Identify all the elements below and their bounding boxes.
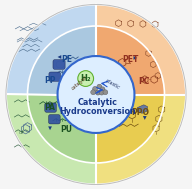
Text: H₂: H₂ — [80, 74, 91, 83]
Circle shape — [99, 90, 104, 95]
Text: PA: PA — [45, 103, 55, 112]
Polygon shape — [143, 116, 147, 120]
Text: PPO: PPO — [131, 108, 149, 117]
Wedge shape — [6, 94, 96, 184]
Text: catalyst: catalyst — [70, 75, 88, 91]
Text: Catalytic: Catalytic — [78, 98, 118, 107]
Circle shape — [95, 90, 100, 95]
Wedge shape — [27, 94, 96, 163]
Polygon shape — [137, 105, 148, 113]
Wedge shape — [27, 26, 96, 94]
Circle shape — [103, 90, 108, 95]
Text: PP: PP — [44, 76, 56, 85]
Text: PET: PET — [122, 55, 139, 64]
Circle shape — [58, 56, 134, 133]
Circle shape — [100, 87, 105, 92]
Wedge shape — [96, 26, 165, 94]
Polygon shape — [133, 56, 137, 60]
Circle shape — [91, 90, 96, 95]
Polygon shape — [58, 55, 61, 59]
Wedge shape — [96, 94, 186, 184]
Wedge shape — [6, 5, 96, 94]
Wedge shape — [96, 5, 186, 94]
Text: plastic: plastic — [104, 78, 120, 90]
Circle shape — [93, 86, 98, 91]
FancyBboxPatch shape — [49, 115, 60, 124]
Text: PE: PE — [61, 55, 72, 64]
Text: PC: PC — [138, 77, 150, 86]
Ellipse shape — [56, 61, 65, 68]
FancyBboxPatch shape — [45, 103, 56, 112]
FancyBboxPatch shape — [53, 60, 65, 69]
Wedge shape — [96, 94, 165, 163]
Text: Hydroconversion: Hydroconversion — [60, 107, 136, 116]
Polygon shape — [48, 126, 52, 130]
Circle shape — [78, 71, 94, 86]
Text: OH: OH — [19, 131, 25, 135]
FancyBboxPatch shape — [49, 72, 60, 81]
Circle shape — [97, 84, 102, 89]
Text: PU: PU — [60, 125, 72, 134]
